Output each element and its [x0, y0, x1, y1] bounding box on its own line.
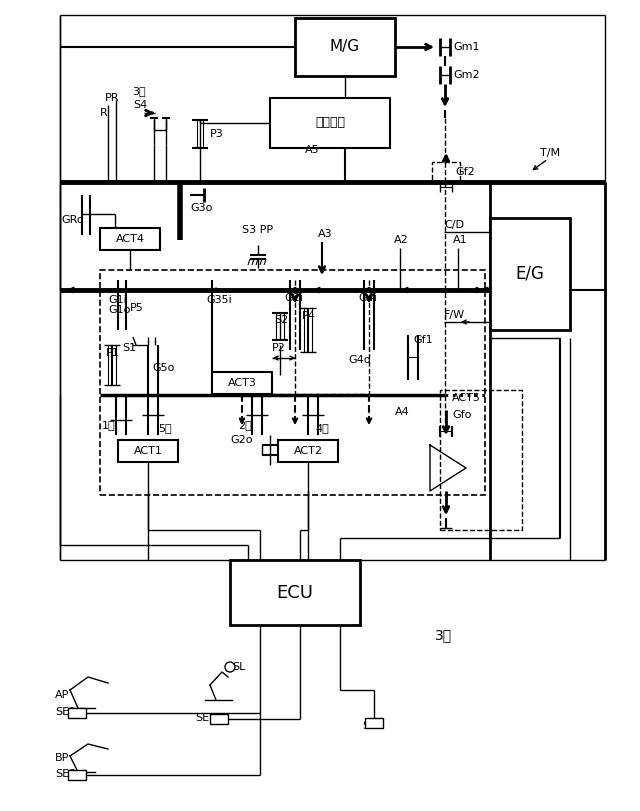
Bar: [295, 18, 395, 76]
Text: M/G: M/G: [330, 40, 360, 54]
Text: AP: AP: [55, 690, 69, 700]
Text: G5o: G5o: [152, 363, 174, 373]
Text: 3速: 3速: [435, 628, 452, 642]
Bar: [490, 218, 570, 330]
Text: S1: S1: [122, 343, 136, 353]
Text: Gfo: Gfo: [452, 410, 472, 420]
Text: ACT1: ACT1: [134, 446, 163, 456]
Text: R: R: [100, 108, 108, 118]
Text: 4速: 4速: [315, 423, 329, 433]
Text: ACT5: ACT5: [452, 393, 481, 403]
Text: SL: SL: [232, 662, 245, 672]
Bar: [365, 718, 383, 728]
Bar: [118, 440, 178, 462]
Text: G2i: G2i: [284, 293, 303, 303]
Bar: [210, 714, 228, 724]
Bar: [100, 270, 485, 495]
Text: ACT2: ACT2: [294, 446, 323, 456]
Text: PR: PR: [105, 93, 120, 103]
Text: G2o: G2o: [230, 435, 253, 445]
Text: P3: P3: [210, 129, 224, 139]
Text: G35i: G35i: [206, 295, 232, 305]
Text: G4i: G4i: [358, 293, 377, 303]
Bar: [270, 98, 390, 148]
Text: A1: A1: [453, 235, 468, 245]
Text: P2: P2: [272, 343, 286, 353]
Text: SE1: SE1: [55, 707, 76, 717]
Text: Gf1: Gf1: [413, 335, 433, 345]
Text: SE4: SE4: [362, 721, 383, 731]
Text: S4: S4: [133, 100, 147, 110]
Text: S3 PP: S3 PP: [242, 225, 273, 235]
Bar: [212, 372, 272, 394]
Bar: [278, 440, 338, 462]
Bar: [230, 560, 360, 625]
Text: BP: BP: [55, 753, 69, 763]
Text: A4: A4: [395, 407, 410, 417]
Text: C/D: C/D: [444, 220, 464, 230]
Bar: [440, 390, 522, 530]
Text: S2: S2: [274, 315, 288, 325]
Text: P1: P1: [106, 348, 120, 358]
Text: バッテリ: バッテリ: [315, 117, 345, 130]
Text: ACT3: ACT3: [228, 378, 257, 388]
Text: 1速: 1速: [102, 420, 116, 430]
Bar: [68, 770, 86, 780]
Text: Gm1: Gm1: [453, 42, 479, 52]
Text: A5: A5: [305, 145, 319, 155]
Text: ACT4: ACT4: [115, 234, 145, 244]
Bar: [100, 228, 160, 250]
Text: T/M: T/M: [540, 148, 560, 158]
Bar: [432, 162, 460, 182]
Text: SE2: SE2: [195, 713, 216, 723]
Text: Gm2: Gm2: [453, 70, 479, 80]
Text: SE3: SE3: [55, 769, 76, 779]
Text: ECU: ECU: [276, 584, 314, 602]
Text: A2: A2: [394, 235, 409, 245]
Text: P5: P5: [130, 303, 144, 313]
Text: G1i: G1i: [108, 295, 127, 305]
Bar: [68, 708, 86, 718]
Text: F/W: F/W: [444, 310, 465, 320]
Text: G4o: G4o: [348, 355, 371, 365]
Text: 3速: 3速: [132, 86, 146, 96]
Text: 5速: 5速: [158, 423, 172, 433]
Text: P4: P4: [302, 311, 316, 321]
Text: E/G: E/G: [516, 265, 545, 283]
Text: G1o: G1o: [108, 305, 131, 315]
Text: GRo: GRo: [61, 215, 84, 225]
Text: Gf2: Gf2: [455, 167, 475, 177]
Text: G3o: G3o: [190, 203, 212, 213]
Text: A3: A3: [318, 229, 333, 239]
Text: 2速: 2速: [238, 420, 252, 430]
